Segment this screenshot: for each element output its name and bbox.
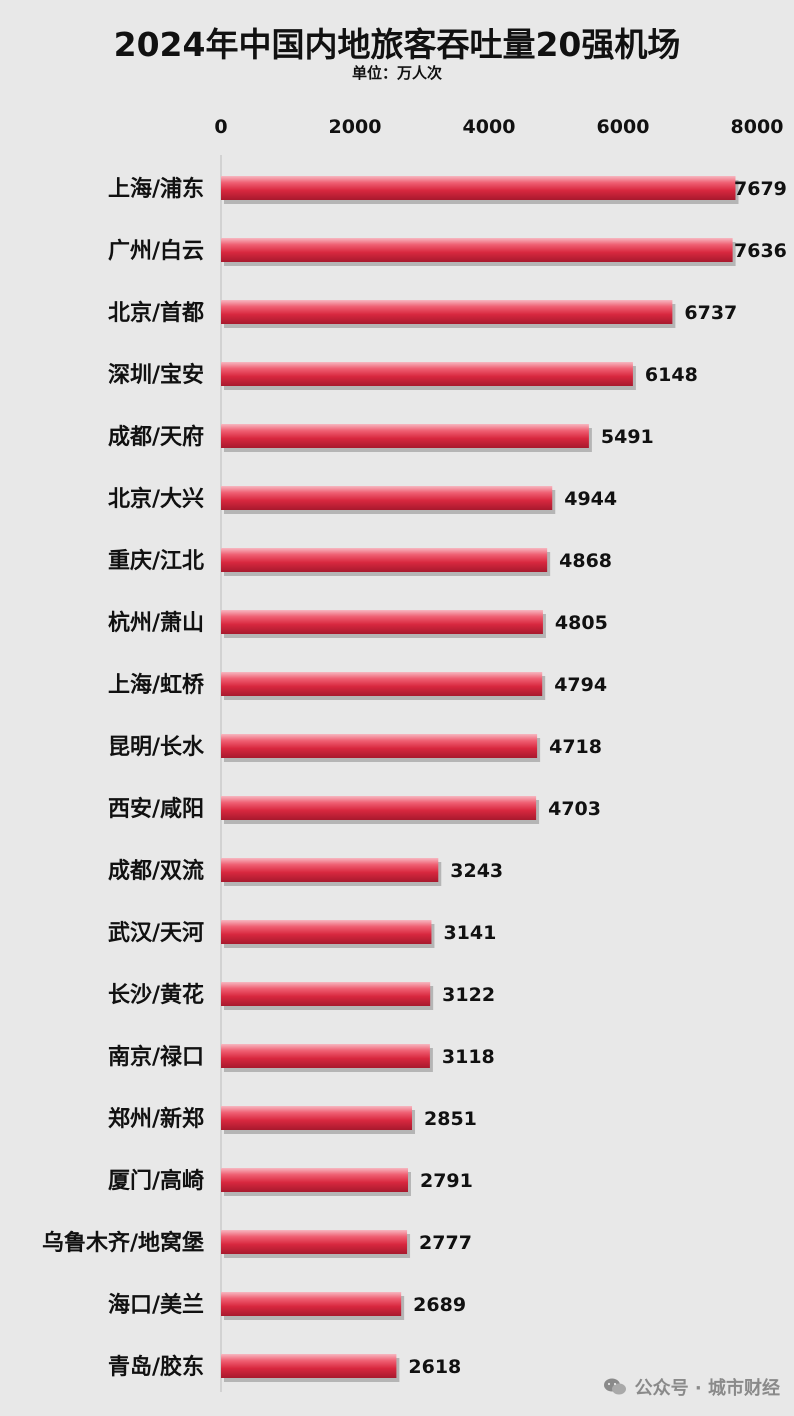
value-label: 6737 — [684, 302, 737, 324]
category-label: 武汉/天河 — [108, 921, 204, 946]
category-label: 上海/虹桥 — [108, 672, 204, 698]
bar — [221, 796, 537, 820]
bar — [221, 672, 543, 696]
value-label: 4868 — [559, 550, 612, 572]
category-label: 成都/天府 — [108, 424, 204, 450]
value-label: 4703 — [548, 798, 601, 820]
category-label: 成都/双流 — [108, 858, 204, 884]
value-label: 4944 — [564, 488, 617, 510]
x-tick-label: 4000 — [463, 116, 516, 138]
value-label: 3122 — [442, 984, 495, 1006]
wechat-icon — [603, 1377, 627, 1397]
bar — [221, 858, 439, 882]
x-axis-ticks: 0 2000 4000 6000 8000 — [214, 116, 783, 138]
value-label: 3118 — [442, 1046, 495, 1068]
category-label: 重庆/江北 — [108, 548, 204, 574]
category-label: 北京/首都 — [108, 300, 204, 326]
bar — [221, 920, 432, 944]
bar — [221, 1292, 402, 1316]
bar — [221, 238, 733, 262]
bar — [221, 548, 548, 572]
bar — [221, 734, 538, 758]
value-label: 2851 — [424, 1108, 477, 1130]
unit-label: 单位：万人次 — [351, 64, 442, 82]
value-label: 4805 — [555, 612, 608, 634]
bar — [221, 424, 589, 448]
bar — [221, 486, 553, 510]
category-label: 北京/大兴 — [108, 486, 204, 512]
value-label: 2689 — [413, 1294, 466, 1316]
bar — [221, 1106, 413, 1130]
x-tick-label: 2000 — [329, 116, 382, 138]
x-tick-label: 8000 — [731, 116, 784, 138]
value-label: 2791 — [420, 1170, 473, 1192]
value-label: 2618 — [408, 1356, 461, 1378]
value-label: 6148 — [645, 364, 698, 386]
bar — [221, 982, 431, 1006]
chart-title: 2024年中国内地旅客吞吐量20强机场 — [113, 25, 681, 64]
category-label: 乌鲁木齐/地窝堡 — [42, 1230, 204, 1256]
category-label: 深圳/宝安 — [108, 362, 204, 388]
category-label: 厦门/高崎 — [108, 1168, 204, 1194]
category-label: 上海/浦东 — [108, 176, 204, 202]
value-label: 3243 — [450, 860, 503, 882]
bars: 上海/浦东 7679 广州/白云 7636 北京/首都 6737 深圳/宝安 6148 成都/天… — [42, 176, 787, 1382]
category-label: 西安/咸阳 — [108, 796, 204, 822]
value-label: 7679 — [734, 178, 787, 200]
bar — [221, 1168, 408, 1192]
value-label: 4794 — [554, 674, 607, 696]
bar — [221, 1044, 430, 1068]
category-label: 杭州/萧山 — [108, 610, 204, 636]
value-label: 5491 — [601, 426, 654, 448]
x-tick-label: 6000 — [597, 116, 650, 138]
category-label: 南京/禄口 — [108, 1044, 204, 1070]
category-label: 郑州/新郑 — [108, 1106, 204, 1132]
x-tick-label: 0 — [214, 116, 227, 138]
watermark: 公众号 · 城市财经 — [603, 1374, 780, 1400]
value-label: 7636 — [734, 240, 787, 262]
category-label: 昆明/长水 — [108, 735, 205, 760]
value-label: 3141 — [443, 922, 496, 944]
category-label: 长沙/黄花 — [108, 982, 204, 1008]
bar — [221, 1230, 408, 1254]
category-label: 海口/美兰 — [108, 1292, 204, 1318]
value-label: 4718 — [549, 736, 602, 758]
bar — [221, 300, 673, 324]
bar — [221, 610, 543, 634]
bar — [221, 176, 736, 200]
watermark-text: 公众号 · 城市财经 — [634, 1378, 780, 1399]
value-label: 2777 — [419, 1232, 472, 1254]
category-label: 广州/白云 — [108, 238, 204, 264]
bar — [221, 1354, 397, 1378]
bar — [221, 362, 633, 386]
category-label: 青岛/胶东 — [108, 1354, 204, 1380]
